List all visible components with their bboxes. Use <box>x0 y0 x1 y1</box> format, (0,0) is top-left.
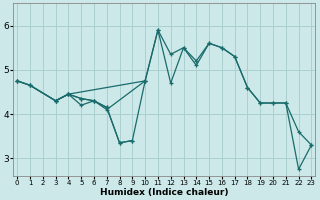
X-axis label: Humidex (Indice chaleur): Humidex (Indice chaleur) <box>100 188 228 197</box>
